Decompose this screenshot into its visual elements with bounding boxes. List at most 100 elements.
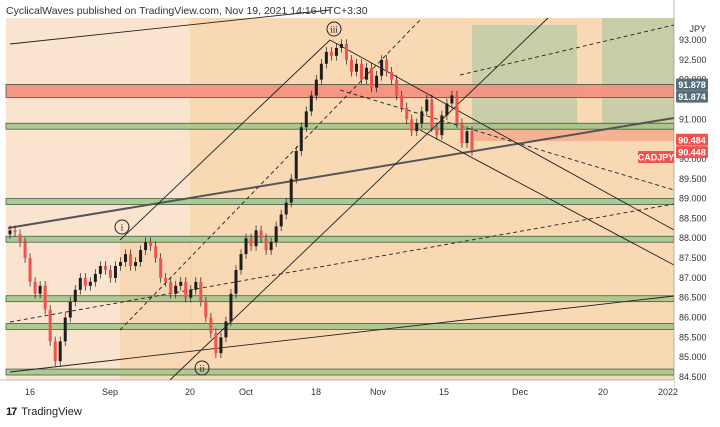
support-zone bbox=[5, 368, 675, 376]
candle-body bbox=[28, 258, 32, 282]
candle-body bbox=[294, 151, 298, 179]
candle-body bbox=[118, 262, 122, 266]
candle-body bbox=[124, 254, 127, 263]
candle-body bbox=[244, 238, 248, 255]
candle-body bbox=[380, 59, 384, 76]
candle-body bbox=[249, 238, 253, 247]
candle-body bbox=[224, 321, 228, 338]
y-axis-panel bbox=[674, 0, 720, 427]
candle-body bbox=[83, 277, 87, 286]
y-tick-label: 86.000 bbox=[679, 313, 707, 323]
candle-body bbox=[360, 63, 364, 80]
price-tag-label: 90.448 bbox=[678, 148, 706, 158]
target-box-green bbox=[472, 25, 577, 123]
candle-body bbox=[48, 309, 52, 342]
candle-body bbox=[78, 277, 82, 290]
candle-body bbox=[214, 333, 218, 354]
channel-line-right bbox=[169, 17, 549, 381]
down-channel-dashed bbox=[339, 89, 675, 191]
trend-line-top bbox=[9, 9, 331, 45]
y-tick-label: 87.500 bbox=[679, 253, 707, 263]
candle-body bbox=[420, 111, 424, 124]
candle-body bbox=[204, 301, 208, 318]
candle-body bbox=[279, 214, 283, 227]
candle-body bbox=[144, 242, 148, 251]
target-box-green-right bbox=[602, 18, 674, 123]
wave-label-circle bbox=[194, 360, 210, 376]
candle-body bbox=[425, 99, 429, 112]
candle-body bbox=[103, 265, 107, 270]
candle-body bbox=[470, 131, 474, 152]
candle-body bbox=[199, 281, 203, 302]
channel-line-mid-dashed bbox=[119, 19, 421, 331]
down-channel-lower bbox=[419, 129, 675, 266]
candle-body bbox=[98, 265, 102, 274]
candle-body bbox=[184, 281, 188, 298]
candle-body bbox=[430, 99, 434, 128]
resistance-dashed bbox=[459, 24, 675, 76]
y-tick-label: 88.500 bbox=[679, 213, 707, 223]
price-tag-label: 91.874 bbox=[678, 92, 706, 102]
wave-label: i bbox=[121, 223, 124, 233]
candle-body bbox=[405, 107, 409, 120]
x-tick-label: 15 bbox=[439, 387, 449, 397]
x-tick-label: 20 bbox=[598, 387, 608, 397]
x-tick-label: Sep bbox=[102, 387, 118, 397]
candle-body bbox=[234, 269, 238, 294]
candle-body bbox=[314, 79, 318, 96]
candle-body bbox=[254, 230, 258, 247]
y-tick-label: 85.000 bbox=[679, 352, 707, 362]
trend-line-dashed-lower bbox=[9, 203, 675, 323]
candle-body bbox=[299, 127, 303, 152]
candle-body bbox=[395, 79, 399, 96]
price-tag-label: CADJPY bbox=[638, 153, 675, 163]
candle-body bbox=[18, 234, 22, 243]
trend-line-bottom bbox=[9, 295, 675, 373]
x-tick-label: 20 bbox=[185, 387, 195, 397]
y-tick-label: 89.000 bbox=[679, 194, 707, 204]
candle-body bbox=[194, 281, 198, 290]
candle-body bbox=[450, 95, 454, 104]
y-tick-label: 87.000 bbox=[679, 273, 707, 283]
brand-label[interactable]: TradingView bbox=[21, 406, 82, 418]
y-tick-label: 86.500 bbox=[679, 293, 707, 303]
x-tick-label: 2022 bbox=[658, 387, 678, 397]
publisher-header: CyclicalWaves published on TradingView.c… bbox=[6, 5, 368, 17]
candle-body bbox=[154, 246, 158, 259]
candle-body bbox=[23, 242, 27, 259]
support-zone bbox=[5, 198, 675, 205]
candle-body bbox=[400, 95, 404, 108]
candle-body bbox=[289, 178, 293, 203]
candle-body bbox=[390, 71, 394, 80]
price-tag bbox=[676, 133, 708, 146]
price-tag bbox=[676, 90, 708, 103]
candle-body bbox=[440, 115, 444, 136]
candle-body bbox=[259, 230, 263, 239]
x-tick-label: 18 bbox=[311, 387, 321, 397]
candle-body bbox=[88, 281, 92, 286]
candle-body bbox=[38, 285, 42, 294]
candle-body bbox=[108, 269, 112, 278]
candle-body bbox=[229, 293, 233, 322]
price-tag bbox=[676, 78, 708, 91]
candle-body bbox=[53, 341, 57, 362]
support-zone bbox=[5, 295, 675, 303]
channel-line-left bbox=[119, 39, 331, 241]
candle-body bbox=[274, 226, 278, 243]
candle-body bbox=[415, 123, 419, 132]
x-tick-label: Oct bbox=[239, 387, 254, 397]
y-tick-label: 84.500 bbox=[679, 372, 707, 382]
candle-body bbox=[284, 202, 288, 215]
y-tick-label: 85.500 bbox=[679, 332, 707, 342]
resistance-zone bbox=[5, 84, 675, 98]
candle-body bbox=[370, 67, 374, 88]
candle-body bbox=[13, 230, 17, 233]
candle-body bbox=[169, 281, 173, 294]
candle-body bbox=[339, 43, 343, 48]
currency-label: JPY bbox=[689, 24, 706, 34]
candle-body bbox=[319, 63, 323, 80]
wave-label: ii bbox=[199, 364, 205, 374]
candle-body bbox=[68, 301, 72, 318]
